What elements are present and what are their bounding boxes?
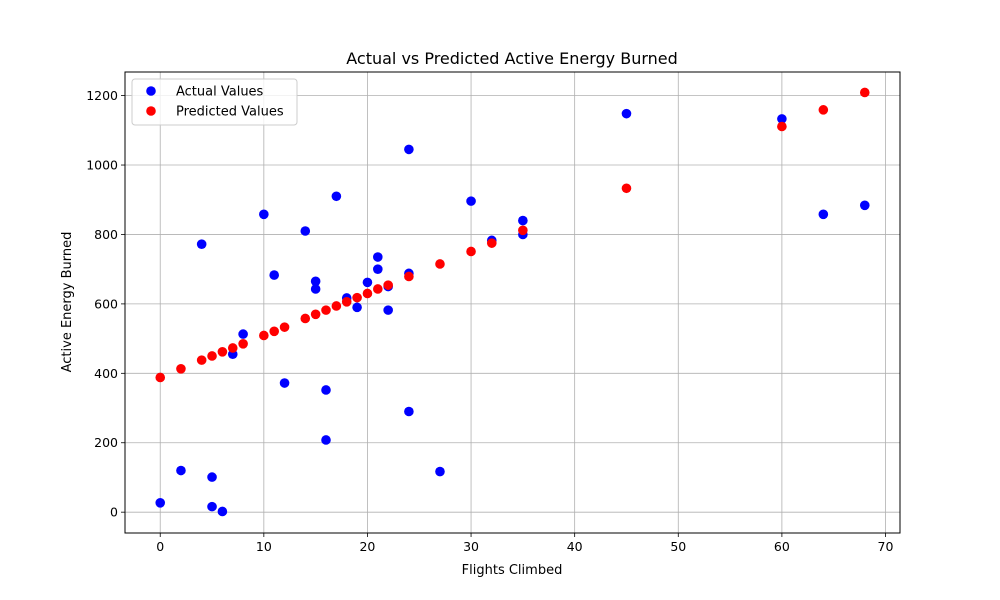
predicted-value-point bbox=[373, 284, 383, 294]
axis-ticks: 0 10 20 30 40 50 60 70 0 200 400 600 800 1000 1200 bbox=[86, 88, 893, 554]
actual-value-point bbox=[269, 270, 279, 280]
actual-value-point bbox=[859, 200, 870, 211]
predicted-value-point bbox=[331, 301, 342, 311]
actual-value-point bbox=[435, 466, 445, 477]
actual-value-point bbox=[466, 196, 476, 206]
actual-value-point bbox=[155, 497, 166, 508]
y-tick-label: 400 bbox=[94, 366, 118, 381]
predicted-value-point bbox=[269, 326, 279, 337]
actual-value-point bbox=[321, 385, 331, 395]
legend-box bbox=[131, 78, 298, 126]
actual-value-point bbox=[207, 472, 217, 482]
legend-marker bbox=[146, 86, 156, 96]
y-tick-label: 200 bbox=[94, 435, 118, 450]
predicted-value-point bbox=[362, 288, 373, 299]
y-tick-label: 1000 bbox=[86, 158, 118, 173]
y-axis-label: Active Energy Burned bbox=[60, 232, 75, 373]
actual-value-point bbox=[352, 302, 362, 313]
actual-value-point bbox=[404, 144, 414, 155]
x-axis-label: Flights Climbed bbox=[462, 563, 563, 578]
legend-label: Predicted Values bbox=[176, 105, 284, 120]
actual-values-series bbox=[155, 108, 870, 517]
predicted-value-point bbox=[227, 343, 238, 353]
actual-value-point bbox=[207, 501, 217, 512]
actual-value-point bbox=[373, 252, 383, 262]
predicted-value-point bbox=[859, 87, 870, 98]
y-tick-label: 1200 bbox=[86, 88, 118, 103]
x-tick-label: 40 bbox=[567, 539, 583, 554]
actual-value-point bbox=[217, 506, 228, 517]
predicted-value-point bbox=[352, 292, 362, 303]
predicted-value-point bbox=[310, 309, 321, 320]
actual-value-point bbox=[196, 239, 207, 249]
x-tick-label: 20 bbox=[359, 539, 375, 554]
predicted-value-point bbox=[155, 372, 166, 383]
y-tick-label: 600 bbox=[94, 296, 118, 311]
y-tick-label: 800 bbox=[94, 227, 118, 242]
predicted-value-point bbox=[217, 346, 228, 357]
predicted-value-point bbox=[300, 313, 311, 324]
predicted-value-point bbox=[435, 259, 445, 269]
x-tick-label: 70 bbox=[878, 539, 894, 554]
actual-value-point bbox=[331, 191, 342, 202]
y-tick-label: 0 bbox=[110, 505, 118, 520]
legend-label: Actual Values bbox=[176, 85, 264, 100]
predicted-value-point bbox=[207, 351, 217, 361]
plot-area-frame bbox=[124, 71, 901, 534]
predicted-value-point bbox=[238, 339, 248, 349]
predicted-value-point bbox=[279, 322, 290, 332]
grid-lines bbox=[125, 72, 900, 533]
legend: Actual Values Predicted Values bbox=[131, 78, 298, 126]
x-tick-label: 30 bbox=[463, 539, 479, 554]
predicted-value-point bbox=[777, 121, 787, 132]
actual-value-point bbox=[176, 465, 186, 476]
predicted-value-point bbox=[196, 355, 207, 365]
actual-value-point bbox=[321, 435, 331, 445]
predicted-value-point bbox=[404, 271, 414, 282]
predicted-value-point bbox=[486, 238, 497, 248]
predicted-value-point bbox=[176, 364, 186, 374]
x-tick-label: 50 bbox=[670, 539, 686, 554]
legend-marker bbox=[146, 106, 156, 116]
x-tick-label: 60 bbox=[774, 539, 790, 554]
actual-value-point bbox=[238, 329, 248, 339]
predicted-value-point bbox=[341, 297, 352, 307]
actual-value-point bbox=[621, 108, 632, 119]
predicted-value-point bbox=[518, 225, 528, 236]
predicted-value-point bbox=[621, 183, 632, 194]
x-tick-label: 0 bbox=[156, 539, 164, 554]
predicted-value-point bbox=[383, 280, 393, 290]
chart-title: Actual vs Predicted Active Energy Burned bbox=[346, 49, 678, 68]
actual-value-point bbox=[362, 277, 373, 288]
predicted-value-point bbox=[259, 330, 269, 341]
actual-value-point bbox=[404, 406, 414, 417]
actual-value-point bbox=[383, 305, 393, 315]
x-tick-label: 10 bbox=[256, 539, 272, 554]
data-points bbox=[155, 87, 870, 517]
predicted-value-point bbox=[466, 246, 476, 257]
actual-value-point bbox=[818, 209, 829, 220]
actual-value-point bbox=[310, 276, 321, 287]
actual-value-point bbox=[373, 264, 383, 274]
predicted-value-point bbox=[321, 305, 331, 315]
actual-value-point bbox=[310, 284, 321, 294]
actual-value-point bbox=[777, 114, 787, 124]
actual-value-point bbox=[279, 378, 290, 388]
predicted-value-point bbox=[818, 105, 829, 115]
actual-value-point bbox=[259, 209, 269, 220]
actual-value-point bbox=[518, 215, 528, 226]
predicted-values-series bbox=[155, 87, 870, 383]
actual-value-point bbox=[300, 226, 311, 236]
